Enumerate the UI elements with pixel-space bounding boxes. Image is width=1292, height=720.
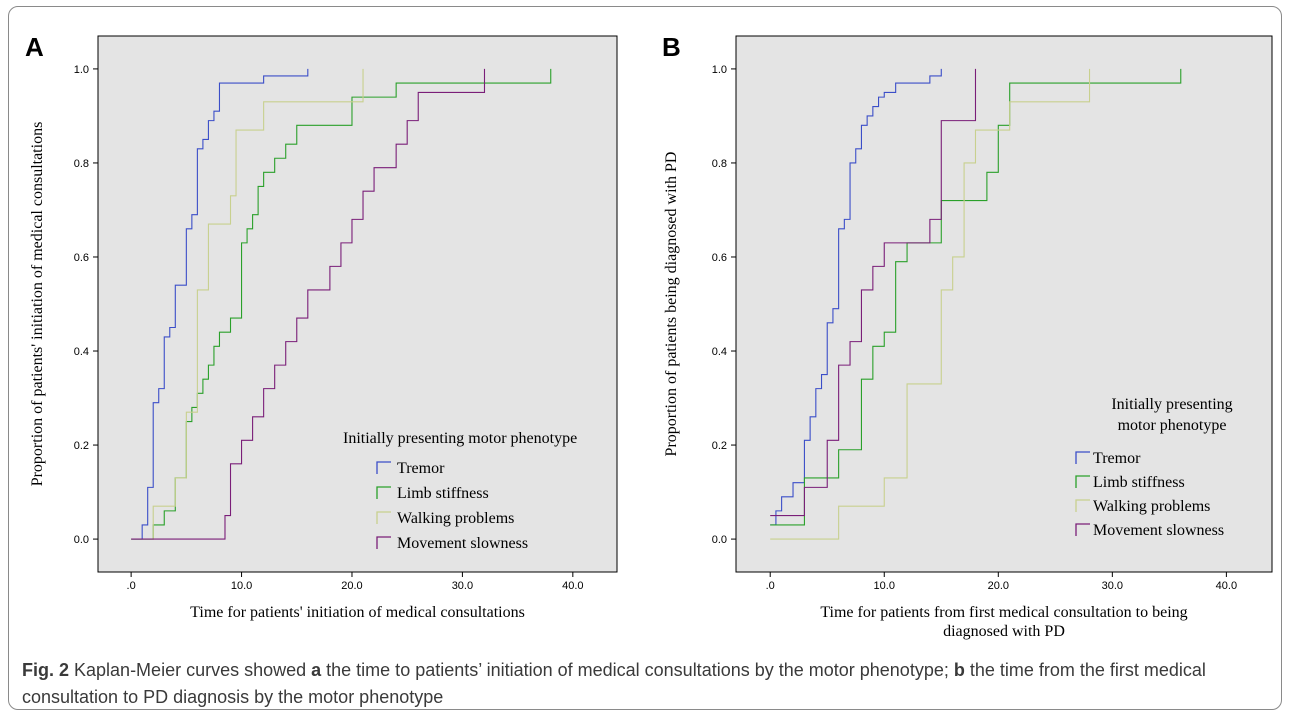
legend-swatch	[376, 486, 391, 499]
series-line-walking-problems	[770, 68, 1091, 540]
legend-item: Movement slowness	[397, 535, 528, 552]
legend-title: Initially presenting	[1111, 396, 1232, 413]
y-tick-label: 0.2	[74, 440, 89, 452]
legend-title: motor phenotype	[1118, 417, 1227, 434]
y-axis-label: Proportion of patients' initiation of me…	[29, 122, 46, 487]
x-tick-label: 20.0	[988, 580, 1009, 592]
legend-item: Tremor	[1093, 450, 1141, 467]
x-axis-label: Time for patients' initiation of medical…	[190, 604, 525, 621]
legend-item: Limb stiffness	[397, 485, 489, 502]
caption-part: a	[311, 660, 322, 680]
legend-swatch	[1075, 475, 1090, 488]
x-tick-label: 40.0	[1216, 580, 1237, 592]
panel-a: A 0.0 0.2 0.4 0.6 0.8 1.0 .0 10.0 20.0 30.0 40.0 Pro…	[25, 32, 618, 621]
panel-b: B 0.0 0.2 0.4 0.6 0.8 1.0 .0 10.0 20.0 30.0 40.0 Pro…	[662, 32, 1273, 640]
y-tick-label: 0.0	[74, 534, 89, 546]
y-tick-label: 0.2	[712, 440, 727, 452]
caption-label: Fig. 2	[22, 660, 70, 680]
figure-caption: Fig. 2 Kaplan-Meier curves showed a the …	[22, 657, 1272, 711]
x-tick-label: 10.0	[874, 580, 895, 592]
caption-body: Kaplan-Meier curves showed a the time to…	[22, 660, 1206, 707]
legend-swatch	[376, 536, 391, 549]
plot-area	[97, 35, 618, 573]
legend-item: Limb stiffness	[1093, 474, 1185, 491]
legend-swatch	[376, 461, 391, 474]
series-line-limb-stiffness	[770, 68, 1182, 526]
y-tick-label: 0.8	[74, 158, 89, 170]
legend-swatch	[376, 511, 391, 524]
x-tick-label: .0	[766, 580, 775, 592]
legend-swatch	[1075, 451, 1090, 464]
legend: Initially presenting motor phenotype Trem…	[343, 430, 577, 552]
y-tick-label: 0.8	[712, 158, 727, 170]
y-tick-label: 1.0	[712, 64, 727, 76]
y-tick-label: 0.6	[712, 252, 727, 264]
panel-letter: B	[662, 32, 681, 62]
caption-part: the time to patients’ initiation of medi…	[321, 660, 954, 680]
series-line-tremor	[770, 68, 942, 526]
legend-item: Walking problems	[397, 510, 514, 527]
legend-swatch	[1075, 523, 1090, 536]
x-tick-label: 10.0	[231, 580, 252, 592]
x-tick-label: 30.0	[452, 580, 473, 592]
x-tick-label: 40.0	[562, 580, 583, 592]
series-line-movement-slowness	[131, 68, 486, 540]
caption-part: Kaplan-Meier curves showed	[69, 660, 312, 680]
caption-part: the time from the first medical consulta…	[22, 660, 1206, 707]
legend-item: Walking problems	[1093, 498, 1210, 515]
plot-area	[735, 35, 1273, 573]
y-tick-label: 0.4	[712, 346, 727, 358]
legend: Initially presenting motor phenotype Tremo…	[1075, 396, 1233, 539]
legend-title: Initially presenting motor phenotype	[343, 430, 577, 447]
x-tick-label: 30.0	[1102, 580, 1123, 592]
y-tick-label: 0.4	[74, 346, 89, 358]
x-tick-label: .0	[127, 580, 136, 592]
legend-item: Movement slowness	[1093, 522, 1224, 539]
series-line-movement-slowness	[770, 68, 977, 517]
y-tick-label: 0.6	[74, 252, 89, 264]
x-tick-label: 20.0	[341, 580, 362, 592]
legend-item: Tremor	[397, 460, 445, 477]
caption-part: b	[953, 660, 965, 680]
y-axis-label: Proportion of patients being diagnosed w…	[663, 152, 680, 457]
panel-letter: A	[25, 32, 44, 62]
series-line-tremor	[131, 68, 309, 540]
y-tick-label: 0.0	[712, 534, 727, 546]
legend-swatch	[1075, 499, 1090, 512]
x-axis-label: Time for patients from first medical con…	[820, 604, 1187, 640]
series-line-walking-problems	[131, 68, 364, 540]
y-tick-label: 1.0	[74, 64, 89, 76]
